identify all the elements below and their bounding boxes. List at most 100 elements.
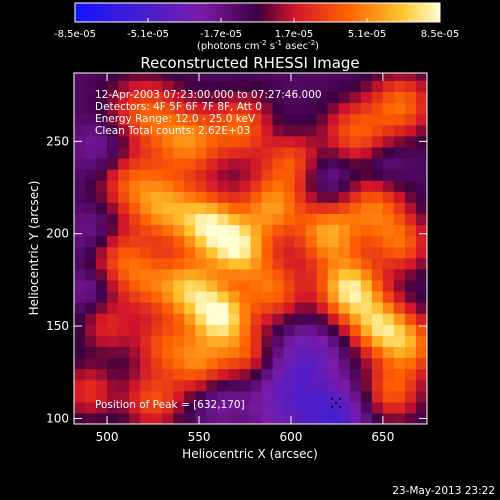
heatmap-cell (151, 290, 163, 303)
heatmap-cell (404, 246, 417, 259)
heatmap-cell (393, 169, 406, 181)
heatmap-cell (393, 412, 406, 424)
heatmap-cell (349, 102, 362, 115)
heatmap-cell (250, 113, 263, 126)
heatmap-cell (228, 257, 241, 270)
heatmap-cell (272, 102, 285, 115)
heatmap-cell (239, 213, 252, 226)
heatmap-cell (173, 357, 185, 370)
heatmap-cell (107, 279, 119, 292)
heatmap-cell (349, 324, 362, 336)
peak-marker-dot (339, 405, 342, 408)
heatmap-cell (173, 113, 185, 126)
heatmap-cell (217, 379, 230, 392)
heatmap-cell (415, 213, 427, 226)
heatmap-cell (272, 73, 285, 81)
heatmap-cell (360, 357, 373, 370)
heatmap-cell (272, 324, 285, 336)
heatmap-cell (272, 235, 285, 248)
heatmap-cell (96, 313, 108, 325)
heatmap-cell (217, 279, 230, 292)
heatmap-cell (129, 113, 141, 126)
heatmap-cell (371, 73, 384, 81)
heatmap-cell (162, 180, 174, 192)
heatmap-cell (327, 224, 340, 237)
heatmap-cell (393, 102, 406, 115)
heatmap-cell (294, 191, 307, 203)
heatmap-cell (349, 390, 362, 403)
heatmap-cell (173, 213, 185, 226)
heatmap-cell (96, 279, 108, 292)
heatmap-cell (261, 379, 274, 392)
heatmap-cell (96, 135, 108, 148)
heatmap-cell (151, 379, 163, 392)
heatmap-cell (261, 290, 274, 303)
heatmap-cell (107, 213, 119, 226)
heatmap-cell (217, 73, 230, 81)
heatmap-cell (195, 357, 207, 370)
heatmap-cell (195, 113, 207, 126)
heatmap-cell (195, 302, 207, 314)
heatmap-cell (294, 268, 307, 281)
heatmap-cell (415, 202, 427, 214)
heatmap-cell (393, 379, 406, 392)
heatmap-cell (118, 313, 130, 325)
heatmap-cell (349, 235, 362, 248)
heatmap-cell (371, 180, 384, 192)
heatmap-cell (316, 268, 329, 281)
heatmap-cell (96, 379, 108, 392)
heatmap-cell (371, 202, 384, 214)
heatmap-cell (85, 102, 97, 115)
heatmap-cell (173, 235, 185, 248)
heatmap-cell (140, 357, 152, 370)
heatmap-cell (415, 224, 427, 237)
heatmap-cell (184, 302, 196, 314)
heatmap-cell (85, 357, 97, 370)
heatmap-cell (360, 368, 373, 381)
heatmap-cell (107, 169, 119, 181)
heatmap-cell (305, 246, 318, 259)
heatmap-cell (393, 368, 406, 381)
heatmap-cell (239, 368, 252, 381)
heatmap-cell (305, 213, 318, 226)
heatmap-cell (184, 157, 196, 170)
heatmap-cell (195, 235, 207, 248)
heatmap-cell (118, 335, 130, 348)
heatmap-cell (129, 80, 141, 93)
heatmap-cell (107, 290, 119, 303)
heatmap-cell (173, 191, 185, 203)
heatmap-cell (305, 202, 318, 214)
heatmap-cell (85, 290, 97, 303)
heatmap-cell (250, 346, 263, 359)
colorbar-tick-label: -8.5e-05 (54, 29, 96, 40)
heatmap-cell (162, 224, 174, 237)
heatmap-cell (371, 157, 384, 170)
heatmap-cell (404, 412, 417, 424)
heatmap-cell (272, 246, 285, 259)
heatmap-cell (85, 169, 97, 181)
heatmap-cell (107, 357, 119, 370)
heatmap-cell (250, 335, 263, 348)
heatmap-cell (217, 213, 230, 226)
heatmap-cell (250, 324, 263, 336)
heatmap-cell (85, 80, 97, 93)
heatmap-cell (382, 73, 395, 81)
heatmap-cell (74, 302, 86, 314)
heatmap-cell (371, 302, 384, 314)
heatmap-cell (96, 224, 108, 237)
heatmap-cell (151, 335, 163, 348)
heatmap-cell (272, 390, 285, 403)
heatmap-cell (250, 191, 263, 203)
heatmap-cell (327, 401, 340, 414)
heatmap-cell (371, 268, 384, 281)
heatmap-cell (327, 157, 340, 170)
heatmap-cell (96, 91, 108, 104)
heatmap-cell (162, 235, 174, 248)
heatmap-cell (151, 279, 163, 292)
heatmap-cell (272, 357, 285, 370)
heatmap-cell (239, 379, 252, 392)
heatmap-cell (349, 401, 362, 414)
heatmap-cell (206, 91, 219, 104)
heatmap-cell (85, 313, 97, 325)
heatmap-cell (184, 335, 196, 348)
